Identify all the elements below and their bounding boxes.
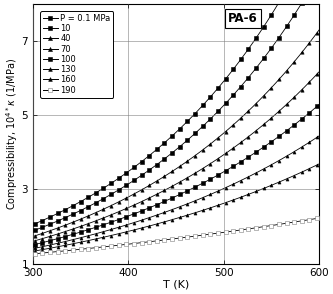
Y-axis label: Compressibility, $10^{4*}\kappa$ (1/MPa): Compressibility, $10^{4*}\kappa$ (1/MPa)	[4, 58, 20, 210]
Legend: P = 0.1 MPa, 10, 40, 70, 100, 130, 160, 190: P = 0.1 MPa, 10, 40, 70, 100, 130, 160, …	[40, 11, 114, 98]
Text: PA-6: PA-6	[228, 12, 258, 25]
X-axis label: T (K): T (K)	[163, 280, 189, 290]
